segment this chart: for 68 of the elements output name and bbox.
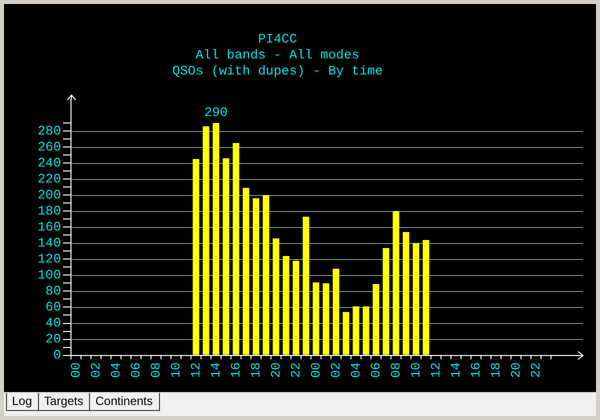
y-tick-label: 220 <box>38 172 61 187</box>
y-tick-label: 240 <box>38 155 61 170</box>
x-tick-label: 04 <box>108 362 124 378</box>
x-tick-label: 10 <box>168 362 184 378</box>
y-tick-label: 0 <box>53 348 61 363</box>
bar <box>422 240 430 355</box>
y-tick-label: 180 <box>38 204 61 219</box>
bar <box>412 243 420 355</box>
y-tick-label: 160 <box>38 220 61 235</box>
x-tick-label: 20 <box>508 362 524 378</box>
tab: Continents <box>89 393 160 411</box>
bar <box>232 143 240 355</box>
x-tick-label: 16 <box>468 362 484 378</box>
y-tick-label: 100 <box>38 268 61 283</box>
x-tick-label: 06 <box>128 362 144 378</box>
y-tick-label: 20 <box>45 332 61 347</box>
y-tick-label: 120 <box>38 252 61 267</box>
bar <box>272 238 280 355</box>
y-tick-label: 280 <box>38 123 61 138</box>
bar <box>192 159 200 355</box>
x-tick-label: 10 <box>408 362 424 378</box>
bar <box>392 211 400 355</box>
x-tick-label: 14 <box>448 362 464 378</box>
bar <box>382 248 390 355</box>
bar <box>402 232 410 355</box>
bar <box>302 216 310 355</box>
bar <box>372 284 380 355</box>
y-tick-label: 200 <box>38 188 61 203</box>
bar <box>282 256 290 355</box>
y-tick-label: 80 <box>45 284 61 299</box>
bar <box>342 312 350 355</box>
bar <box>242 188 250 355</box>
bar <box>322 283 330 355</box>
y-tick-label: 60 <box>45 300 61 315</box>
data-label: 290 <box>204 104 228 120</box>
x-tick-label: 12 <box>188 362 204 378</box>
y-tick-label: 40 <box>45 316 61 331</box>
bar <box>332 268 340 355</box>
x-tick-label: 20 <box>268 362 284 378</box>
x-tick-label: 16 <box>228 362 244 378</box>
bar <box>212 123 220 355</box>
x-tick-label: 08 <box>148 362 164 378</box>
x-tick-label: 06 <box>368 362 384 378</box>
x-tick-label: 12 <box>428 362 444 378</box>
bar <box>362 306 370 355</box>
x-tick-label: 22 <box>528 362 544 378</box>
x-tick-label: 22 <box>288 362 304 378</box>
x-tick-label: 04 <box>348 362 364 378</box>
chart-title: PI4CC <box>258 31 298 46</box>
bar <box>252 198 260 355</box>
x-tick-label: 02 <box>328 362 344 378</box>
bar <box>292 260 300 355</box>
x-tick-label: 18 <box>248 362 264 378</box>
tab: Log <box>6 393 40 411</box>
bar <box>202 126 210 355</box>
chart-subtitle: All bands - All modes QSOs (with dupes) - By time <box>172 47 383 78</box>
y-tick-label: 260 <box>38 139 61 154</box>
bar <box>222 158 230 355</box>
x-tick-label: 14 <box>208 362 224 378</box>
x-tick-label: 02 <box>88 362 104 378</box>
x-tick-label: 00 <box>308 362 324 378</box>
bar <box>262 195 270 355</box>
bar <box>312 282 320 355</box>
x-tick-label: 08 <box>388 362 404 378</box>
bar <box>352 306 360 355</box>
y-tick-label: 140 <box>38 236 61 251</box>
x-tick-label: 00 <box>68 362 84 378</box>
x-tick-label: 18 <box>488 362 504 378</box>
